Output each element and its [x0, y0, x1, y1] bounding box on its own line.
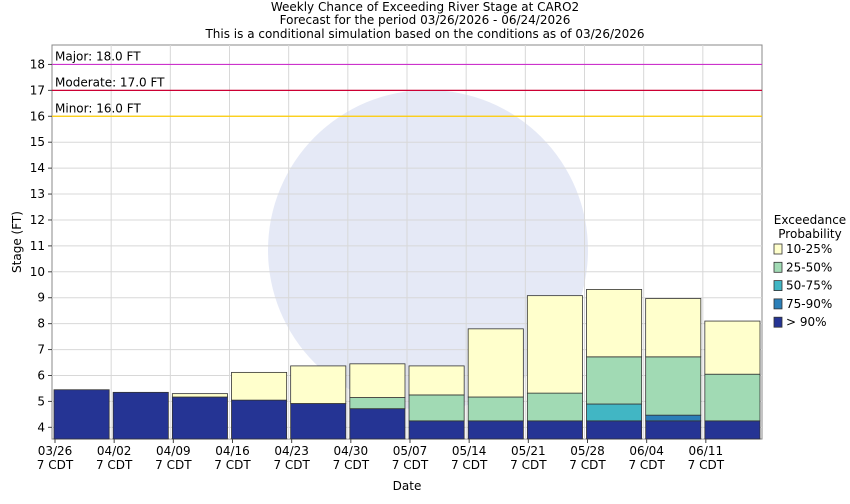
x-tick-label: 06/11 [689, 444, 724, 458]
y-tick-label: 11 [30, 239, 45, 253]
y-tick-label: 14 [30, 161, 45, 175]
legend-swatch [773, 261, 783, 273]
bar-segment [645, 356, 702, 416]
title-line: Forecast for the period 03/26/2026 - 06/… [280, 13, 571, 27]
x-tick-label: 7 CDT [273, 458, 310, 472]
x-tick-label: 7 CDT [451, 458, 488, 472]
x-tick-label: 7 CDT [155, 458, 192, 472]
bar-segment [53, 389, 110, 440]
threshold-label: Moderate: 17.0 FT [55, 75, 165, 89]
x-tick-label: 04/30 [334, 444, 369, 458]
x-tick-label: 04/16 [215, 444, 250, 458]
bar-segment [467, 396, 524, 422]
bar-segment [171, 396, 228, 440]
bar-segment [349, 397, 406, 410]
bar-segment [349, 408, 406, 440]
legend-swatch [773, 298, 783, 310]
bar-segment [408, 420, 465, 440]
bar-segment [586, 356, 643, 405]
bar-segment [290, 403, 347, 440]
bar-segment [231, 371, 288, 401]
x-tick-label: 05/28 [570, 444, 605, 458]
legend-label: > 90% [786, 315, 827, 329]
y-tick-label: 4 [37, 420, 45, 434]
x-tick-label: 05/07 [393, 444, 428, 458]
y-axis-label: Stage (FT) [10, 211, 24, 273]
y-tick-label: 7 [37, 343, 45, 357]
bar-segment [467, 420, 524, 440]
x-tick-label: 03/26 [38, 444, 73, 458]
legend-title: Probability [778, 227, 841, 241]
legend-label: 10-25% [786, 242, 832, 256]
bar-segment [586, 420, 643, 440]
x-tick-label: 7 CDT [96, 458, 133, 472]
x-tick-label: 7 CDT [392, 458, 429, 472]
bar-segment [408, 365, 465, 396]
y-tick-label: 13 [30, 187, 45, 201]
y-tick-label: 5 [37, 394, 45, 408]
legend-swatch [773, 316, 783, 328]
legend-title: Exceedance [774, 213, 846, 227]
bar-segment [467, 328, 524, 398]
y-tick-label: 10 [30, 265, 45, 279]
legend-swatch [773, 280, 783, 292]
x-tick-label: 7 CDT [37, 458, 74, 472]
y-tick-label: 12 [30, 213, 45, 227]
x-tick-label: 04/09 [156, 444, 191, 458]
x-tick-label: 7 CDT [214, 458, 251, 472]
bar-segment [408, 394, 465, 422]
y-tick-label: 15 [30, 135, 45, 149]
bar-segment [704, 420, 761, 440]
x-tick-label: 05/14 [452, 444, 487, 458]
y-tick-label: 9 [37, 291, 45, 305]
legend-label: 50-75% [786, 279, 832, 293]
bar-segment [171, 393, 228, 398]
x-tick-label: 7 CDT [569, 458, 606, 472]
bar-segment [645, 298, 702, 358]
y-tick-label: 8 [37, 317, 45, 331]
y-tick-label: 17 [30, 83, 45, 97]
bar-segment [526, 392, 583, 422]
x-axis-label: Date [393, 479, 422, 493]
title-line: Weekly Chance of Exceeding River Stage a… [271, 0, 579, 14]
x-tick-label: 05/21 [511, 444, 546, 458]
bar-segment [704, 373, 761, 422]
bar-segment [112, 391, 169, 440]
threshold-label: Minor: 16.0 FT [55, 101, 141, 115]
bar-segment [586, 403, 643, 422]
legend-label: 75-90% [786, 297, 832, 311]
bar-segment [645, 420, 702, 440]
x-tick-label: 7 CDT [628, 458, 665, 472]
threshold-label: Major: 18.0 FT [55, 49, 141, 63]
x-tick-label: 04/23 [274, 444, 309, 458]
y-tick-label: 18 [30, 57, 45, 71]
title-line: This is a conditional simulation based o… [204, 27, 644, 41]
bar-segment [231, 399, 288, 440]
bar-segment [526, 295, 583, 394]
bar-segment [704, 320, 761, 375]
x-tick-label: 7 CDT [333, 458, 370, 472]
x-tick-label: 7 CDT [510, 458, 547, 472]
bar-segment [645, 414, 702, 422]
bar-segment [586, 289, 643, 358]
bar-segment [290, 365, 347, 404]
y-tick-label: 16 [30, 109, 45, 123]
legend-label: 25-50% [786, 260, 832, 274]
y-tick-label: 6 [37, 368, 45, 382]
x-tick-label: 06/04 [629, 444, 664, 458]
x-tick-label: 04/02 [97, 444, 132, 458]
x-tick-label: 7 CDT [688, 458, 725, 472]
legend-swatch [773, 243, 783, 255]
bar-segment [526, 420, 583, 440]
bar-segment [349, 363, 406, 398]
